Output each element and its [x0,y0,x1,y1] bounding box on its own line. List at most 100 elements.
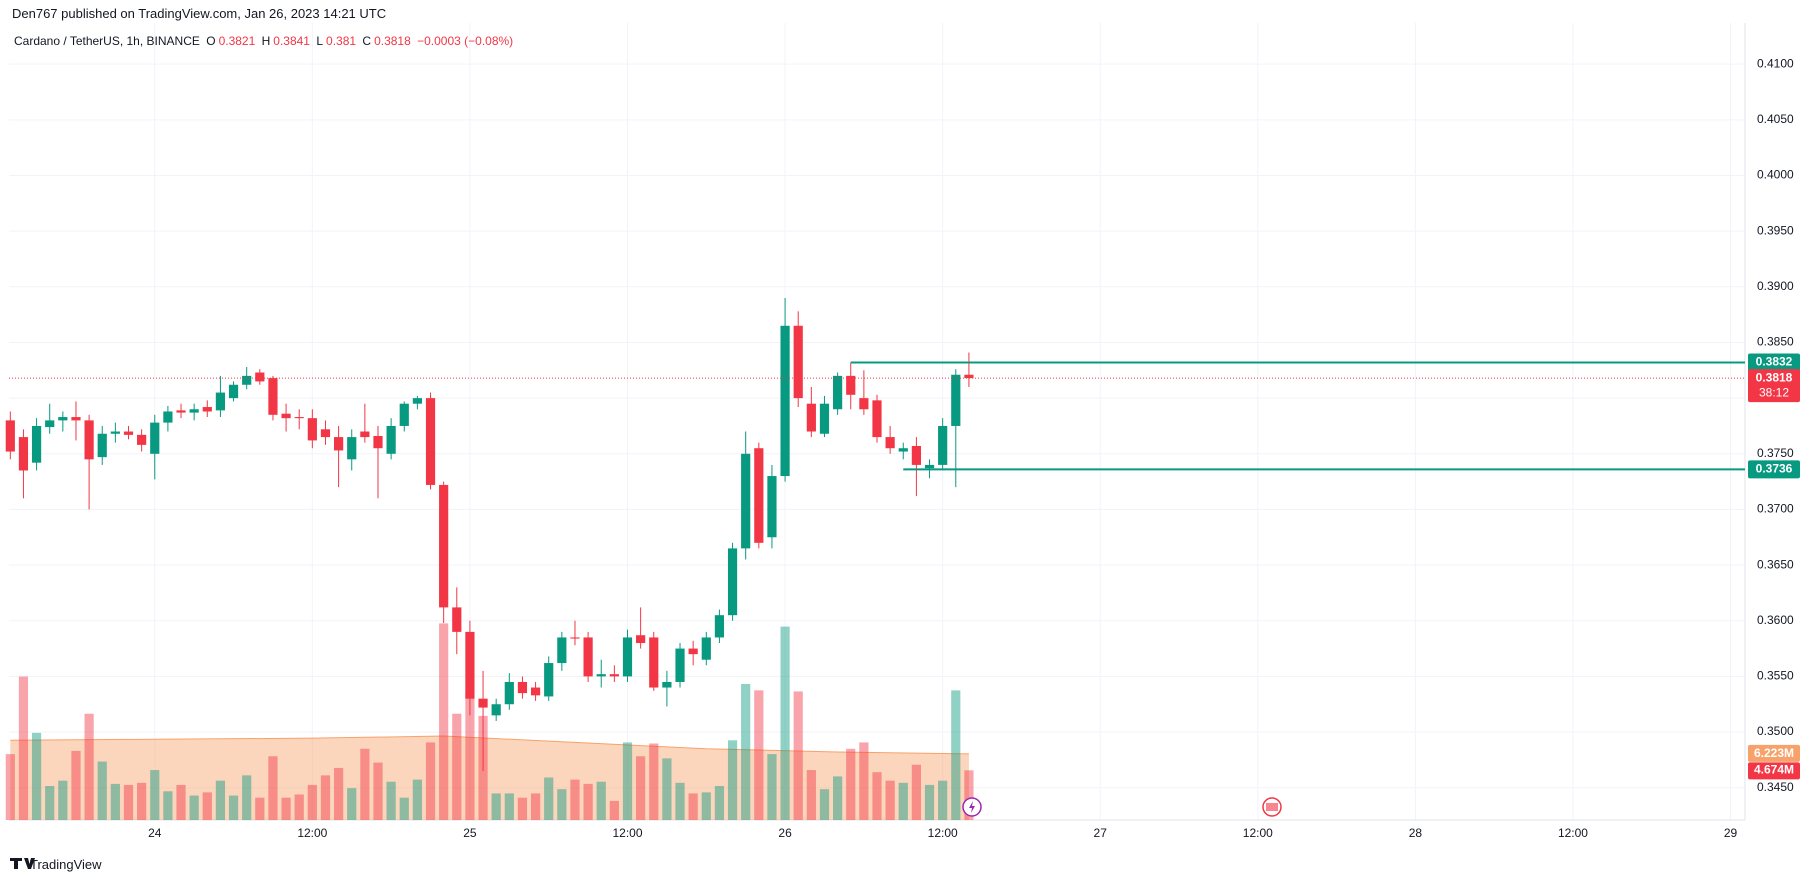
y-tick-label: 0.3850 [1757,335,1794,349]
volume-bar [557,789,567,820]
volume-bar [898,782,908,820]
candle-body [176,410,186,413]
candle-body [688,648,698,655]
candle-body [18,437,29,471]
volume-ma-line [10,735,969,755]
candle-body [294,417,304,419]
volume-bar [570,779,580,820]
candle-body [819,403,830,434]
candle-body [123,431,134,435]
candle-body [31,425,42,463]
ohlc-value: 0.3841 [273,34,310,48]
volume-bar [846,748,856,820]
volume-bar [18,676,29,820]
volume-bar [176,784,186,820]
candle-body [780,325,790,477]
y-tick-label: 0.3550 [1757,669,1794,683]
candle-body [360,431,370,438]
volume-bar [425,742,436,820]
volume-bar [281,797,291,820]
y-tick-label: 0.3900 [1757,279,1794,293]
candle-body [504,681,514,705]
candle-body [58,417,68,421]
volume-bar [334,767,344,820]
volume-bar [911,764,921,820]
volume-bar [530,793,541,820]
candle-body [228,384,239,399]
logo [10,858,35,869]
candle-body [71,417,81,421]
volume-bar [964,770,974,820]
volume-bar [872,772,882,820]
volume-bar [150,770,160,820]
candle-body [583,637,593,677]
candle-body [5,420,15,452]
candle-body [399,403,409,426]
candle-body [150,422,160,454]
candle-body [478,698,488,708]
volume-bar [622,742,633,820]
volume-bar [31,732,42,820]
volume-bar [819,789,830,820]
candle-body [714,615,725,638]
candle-body [97,433,107,458]
volume-bar [517,797,528,820]
volume-bar [5,754,15,820]
candle-body [137,434,147,445]
x-tick-label: 12:00 [1243,826,1273,840]
y-tick-label: 0.3500 [1757,724,1794,738]
volume-bar [544,777,554,820]
candle-body [727,548,738,616]
candle-body [872,400,882,438]
y-tick-label: 0.3950 [1757,223,1794,237]
volume-bar [215,780,226,820]
y-tick-label: 0.3750 [1757,446,1794,460]
candle-body [911,445,921,465]
candle-body [622,637,633,677]
footer: TradingView [30,857,102,872]
candle-body [793,325,803,399]
candle-body [898,448,908,452]
candle-body [110,431,120,434]
volume-bar [938,780,948,820]
icons [962,797,1282,817]
volume-label-box [1748,762,1800,780]
y-tick-label: 0.3650 [1757,557,1794,571]
candle-body [701,637,711,660]
volume-bar [255,797,265,820]
legend: Cardano / TetherUS, 1h, BINANCE O 0.3821 … [14,34,516,48]
volume-bar [123,784,134,820]
volume-bar [386,781,396,820]
candle-body [885,437,895,449]
x-tick-label: 12:00 [928,826,958,840]
volume-bar [609,800,619,820]
candle-body [386,425,396,454]
candle-body [215,392,226,411]
volume-bar [97,761,107,820]
x-tick-label: 24 [148,826,162,840]
candle-body [767,476,777,538]
flag [1266,803,1278,811]
volume-bar [596,781,606,820]
volume-bar [780,626,790,820]
y-tick-label: 0.3450 [1757,780,1794,794]
volume-bar [294,794,304,820]
candle-body [412,398,422,404]
candle-body [754,448,764,543]
ohlc-value: 0.3821 [218,34,256,48]
volume-bar [110,783,120,820]
candle-body [675,648,685,682]
candle-body [662,681,672,688]
price-label-box [1748,369,1800,403]
candle-body [255,372,265,382]
candle-body [268,378,278,415]
candle-body [636,635,646,644]
lightning [969,801,975,813]
volume-bar [307,784,317,820]
y-tick-label: 0.4100 [1757,56,1794,70]
candle-body [846,375,856,395]
volume-bar [727,740,738,820]
volume-bar [228,795,239,820]
